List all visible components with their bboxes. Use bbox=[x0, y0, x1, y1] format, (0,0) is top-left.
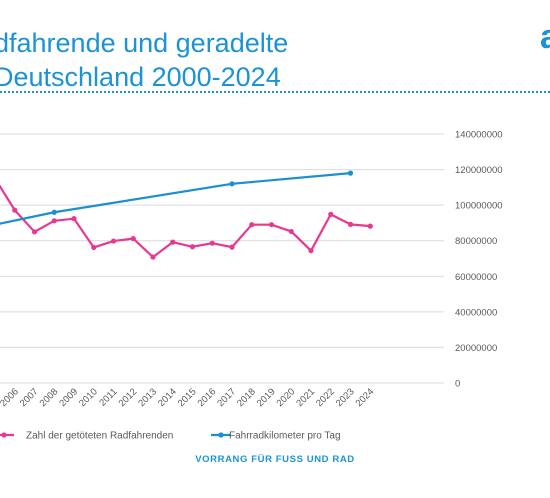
legend-label: Fahrradkilometer pro Tag bbox=[229, 431, 341, 442]
data-point bbox=[189, 244, 196, 250]
title-line-1: dfahrende und geradelte bbox=[0, 28, 289, 58]
x-tick-label: 2006 bbox=[0, 386, 21, 409]
legend: Zahl der getöteten Radfahrenden Fahrradki… bbox=[0, 431, 341, 442]
y-tick-label: 60000000 bbox=[455, 272, 497, 283]
page-title: dfahrende und geradelte Deutschland 2000… bbox=[0, 26, 288, 94]
x-tick-label: 2021 bbox=[294, 386, 317, 409]
x-tick-label: 2010 bbox=[77, 386, 100, 409]
grid-lines bbox=[0, 133, 444, 384]
data-point bbox=[229, 181, 235, 187]
data-point bbox=[308, 248, 314, 254]
x-tick-label: 2024 bbox=[354, 386, 377, 409]
y-tick-label: 20000000 bbox=[455, 343, 497, 354]
x-tick-label: 5 bbox=[0, 386, 1, 398]
series-deaths bbox=[0, 184, 373, 260]
data-point bbox=[110, 238, 117, 244]
x-tick-label: 2007 bbox=[18, 386, 41, 409]
y-axis-right: 0 20000000 40000000 60000000 80000000 1000000… bbox=[455, 130, 503, 390]
x-tick-label: 2023 bbox=[334, 386, 357, 409]
data-point bbox=[367, 223, 373, 229]
y-tick-label: 0 bbox=[455, 379, 460, 390]
data-point bbox=[150, 254, 156, 260]
data-point bbox=[51, 218, 57, 224]
x-tick-label: 2022 bbox=[314, 386, 337, 409]
x-tick-label: 2020 bbox=[275, 386, 298, 409]
series-line bbox=[0, 172, 351, 225]
title-line-2: Deutschland 2000-2024 bbox=[0, 62, 281, 92]
x-tick-label: 2011 bbox=[97, 386, 119, 408]
x-tick-label: 2019 bbox=[255, 386, 278, 409]
series-line bbox=[0, 184, 371, 259]
x-tick-label: 2018 bbox=[235, 386, 258, 409]
data-point bbox=[31, 229, 38, 235]
x-axis: 5200620072008200920102011201220132014201… bbox=[0, 386, 376, 409]
footer-slogan: VORRANG FÜR FUSS UND RAD bbox=[195, 454, 355, 465]
series-bike-km bbox=[0, 170, 354, 225]
x-tick-label: 2017 bbox=[215, 386, 238, 409]
data-point bbox=[249, 222, 255, 228]
legend-label: Zahl der getöteten Radfahrenden bbox=[26, 431, 173, 442]
data-point bbox=[91, 244, 97, 251]
x-tick-label: 2015 bbox=[176, 386, 199, 409]
brand-logo: a bbox=[540, 18, 550, 56]
data-point bbox=[71, 216, 77, 222]
legend-swatch-marker bbox=[1, 432, 7, 438]
x-tick-label: 2012 bbox=[117, 386, 140, 409]
y-tick-label: 80000000 bbox=[455, 236, 497, 247]
data-point bbox=[268, 222, 275, 228]
data-point bbox=[51, 209, 57, 215]
y-tick-label: 120000000 bbox=[455, 165, 503, 176]
data-point bbox=[12, 207, 18, 213]
data-point bbox=[209, 240, 215, 246]
header-divider bbox=[0, 91, 550, 93]
data-point bbox=[288, 228, 294, 235]
legend-swatch-marker bbox=[218, 432, 224, 438]
data-point bbox=[347, 170, 354, 176]
x-tick-label: 2014 bbox=[156, 386, 179, 409]
data-point bbox=[130, 235, 136, 242]
y-tick-label: 40000000 bbox=[455, 307, 497, 318]
y-tick-label: 140000000 bbox=[455, 130, 503, 141]
x-tick-label: 2008 bbox=[38, 386, 61, 409]
x-tick-label: 2013 bbox=[136, 386, 159, 409]
y-tick-label: 100000000 bbox=[455, 201, 503, 212]
data-point bbox=[170, 239, 176, 245]
data-point bbox=[347, 221, 354, 227]
data-point bbox=[328, 211, 334, 217]
x-tick-label: 2009 bbox=[57, 386, 80, 409]
x-tick-label: 2016 bbox=[196, 386, 219, 409]
data-point bbox=[229, 244, 235, 250]
